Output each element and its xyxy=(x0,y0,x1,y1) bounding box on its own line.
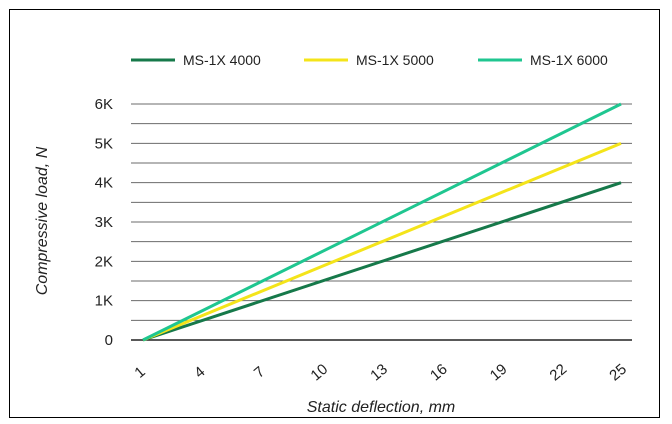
series-line-3 xyxy=(142,102,622,342)
x-axis-title: Static deflection, mm xyxy=(307,399,456,416)
y-tick-label: 3K xyxy=(95,214,113,231)
x-axis-ticks: 1 4 7 10 13 16 19 22 25 xyxy=(131,361,630,385)
x-tick-label: 25 xyxy=(606,361,630,385)
y-tick-label: 2K xyxy=(95,253,113,270)
x-tick-label: 13 xyxy=(367,361,391,385)
x-tick-label: 4 xyxy=(191,363,208,381)
y-axis-ticks: 0 1K 2K 3K 4K 5K 6K xyxy=(95,96,113,349)
x-tick-label: 10 xyxy=(308,361,332,385)
y-tick-label: 6K xyxy=(95,96,113,113)
y-tick-label: 5K xyxy=(95,135,113,152)
y-tick-label: 0 xyxy=(105,332,113,349)
x-tick-label: 7 xyxy=(251,363,268,381)
grid xyxy=(131,103,632,341)
series-lines xyxy=(142,102,622,342)
y-tick-label: 1K xyxy=(95,293,113,310)
x-tick-label: 19 xyxy=(487,361,511,385)
x-tick-label: 22 xyxy=(547,361,571,385)
x-tick-label: 1 xyxy=(131,363,148,381)
series-line-2 xyxy=(142,141,622,342)
chart-frame xyxy=(9,9,660,418)
legend: MS-1X 4000 MS-1X 5000 MS-1X 6000 xyxy=(131,52,608,68)
x-tick-label: 16 xyxy=(427,361,451,385)
series-line-1 xyxy=(142,181,622,342)
y-axis-title: Compressive load, N xyxy=(34,146,51,295)
y-tick-label: 4K xyxy=(95,175,113,192)
legend-label: MS-1X 4000 xyxy=(183,52,261,68)
legend-label: MS-1X 6000 xyxy=(530,52,608,68)
legend-label: MS-1X 5000 xyxy=(356,52,434,68)
